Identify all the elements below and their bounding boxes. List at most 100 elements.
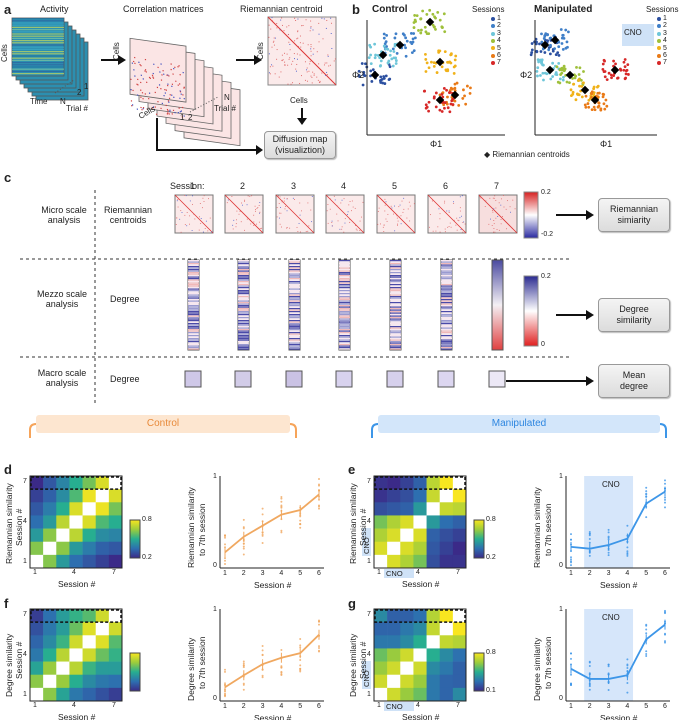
cno-shaded-region [584, 609, 634, 701]
micro-texture [343, 198, 345, 200]
centroid-texture-dot [316, 51, 318, 53]
centroid-texture-dot [318, 22, 320, 24]
control-point [373, 56, 377, 60]
line-scatter-point [645, 493, 648, 496]
line-scatter-point [299, 515, 302, 518]
legend-entry: 4 [491, 37, 501, 44]
micro-texture [299, 231, 301, 233]
line-ylabel: Riemannian similarity [186, 487, 196, 568]
correlation-texture [159, 71, 161, 73]
centroid-texture-dot [289, 57, 291, 59]
degree-stripe [441, 306, 452, 308]
degree-stripe [441, 335, 452, 337]
activity-trace [12, 31, 64, 33]
micro-texture [444, 228, 446, 230]
heatmap-cell [69, 476, 83, 490]
line-scatter-point [318, 505, 320, 508]
manip-point [562, 69, 566, 73]
correlation-texture [146, 108, 148, 110]
centroid-texture-dot [276, 49, 278, 51]
correlation-texture [151, 107, 154, 109]
line-xtick: 4 [625, 570, 630, 577]
degree-stripe [238, 267, 249, 269]
line-scatter-point [588, 660, 591, 663]
micro-texture [257, 207, 259, 208]
out3-line1: Mean [622, 370, 646, 380]
micro-texture [327, 204, 329, 205]
centroid-texture-dot [284, 61, 286, 63]
heatmap-cell [108, 476, 123, 490]
line-xtick: 2 [587, 570, 592, 577]
cno-y-label: CNO [362, 670, 371, 687]
heatmap-cell [95, 489, 110, 503]
manip-point [601, 62, 605, 66]
manip-point [541, 47, 545, 51]
line-scatter-point [242, 664, 245, 667]
manip-point [599, 107, 603, 111]
heatmap-cell [82, 502, 97, 516]
manip-point [590, 108, 594, 112]
manip-point [578, 66, 582, 70]
control-point [442, 12, 446, 16]
line-scatter-point [224, 562, 226, 565]
manip-point [543, 34, 547, 38]
manip-point [573, 76, 577, 80]
micro-texture [288, 207, 290, 209]
heatmap-colorbar [473, 519, 485, 559]
manip-point [557, 45, 561, 49]
micro-texture [493, 208, 495, 210]
degree-stripe [289, 309, 300, 311]
line-scatter-point [645, 486, 648, 489]
manip-point [612, 59, 615, 63]
degree-stripe [238, 318, 249, 320]
session-number: 4 [341, 181, 347, 191]
degree-stripe [238, 341, 249, 343]
line-ylabel: Degree similarity [186, 637, 196, 701]
manip-point [604, 98, 608, 102]
heatmap-cell [56, 674, 70, 689]
heatmap-cell [387, 687, 401, 702]
manip-point [577, 78, 581, 82]
degree-stripe [238, 342, 249, 344]
centroid-texture-dot [311, 82, 313, 84]
line-scatter-point [607, 531, 610, 534]
manip-point [564, 28, 568, 32]
centroid-texture-dot [310, 27, 312, 29]
degree-stripe [339, 267, 350, 269]
heatmap-cell [82, 648, 97, 662]
control-point [367, 56, 371, 60]
activity-stack [11, 17, 89, 101]
control-centroid-diamond [425, 17, 435, 27]
micro-texture [253, 214, 255, 216]
line-scatter-point [224, 668, 226, 671]
degree-stripe [339, 348, 350, 350]
arrow-macro [506, 376, 594, 386]
degree-stripe [188, 318, 199, 320]
heatmap-cell [30, 515, 44, 529]
heatmap-cell [95, 609, 110, 623]
control-point [410, 42, 414, 46]
degree-stripe [339, 323, 350, 325]
degree-stripe [289, 281, 300, 283]
line-scatter-point [570, 561, 572, 564]
heatmap-xtick: 7 [112, 702, 116, 709]
micro-texture [457, 219, 459, 221]
line-scatter-point [570, 682, 572, 685]
degree-stripe [441, 260, 452, 262]
micro-texture [244, 229, 245, 231]
correlation-texture [140, 89, 142, 91]
degree-stripe [390, 276, 401, 278]
degree-stripe [188, 296, 199, 298]
centroid-texture-dot [310, 26, 312, 28]
heatmap-cell [56, 528, 70, 543]
control-banner: Control [36, 415, 290, 433]
line-scatter-point [242, 518, 245, 521]
legend-dot-icon [657, 31, 661, 36]
degree-stripe [390, 318, 401, 320]
legend-entry: 2 [657, 22, 667, 29]
degree-stripe [441, 278, 452, 280]
heatmap-cell [400, 609, 414, 623]
correlation-texture [174, 66, 176, 69]
degree-stripe [188, 326, 199, 328]
degree-stripe [339, 312, 350, 314]
